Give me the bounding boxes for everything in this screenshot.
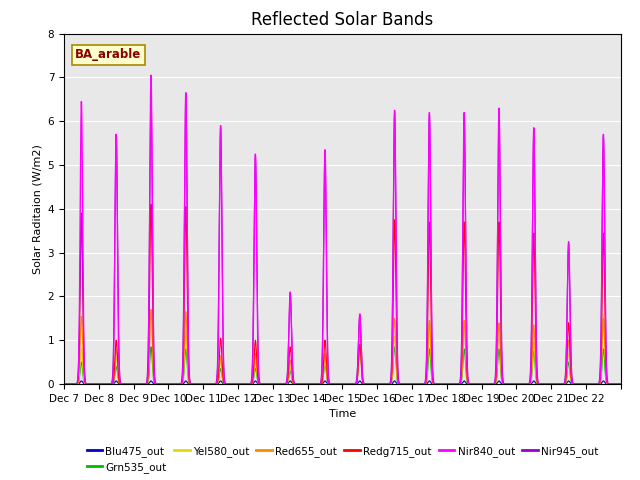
Yel580_out xyxy=(478,381,486,387)
Yel580_out xyxy=(546,381,554,387)
Yel580_out xyxy=(147,307,155,312)
Red655_out xyxy=(479,381,486,387)
Redg715_out xyxy=(60,381,68,387)
Blu475_out xyxy=(205,381,212,387)
Nir840_out xyxy=(617,381,625,387)
Blu475_out xyxy=(478,381,486,387)
Line: Yel580_out: Yel580_out xyxy=(64,310,621,384)
Blu475_out xyxy=(60,381,68,387)
Yel580_out xyxy=(60,381,68,387)
Nir840_out xyxy=(60,381,68,387)
Red655_out xyxy=(147,307,155,312)
Nir945_out xyxy=(60,381,68,387)
Redg715_out xyxy=(269,381,276,387)
Redg715_out xyxy=(617,381,625,387)
Nir945_out xyxy=(478,381,486,387)
Line: Nir945_out: Nir945_out xyxy=(64,93,621,384)
Red655_out xyxy=(310,381,318,387)
Blu475_out xyxy=(80,381,88,386)
Yel580_out xyxy=(310,381,317,387)
Nir840_out xyxy=(205,381,212,387)
Nir840_out xyxy=(546,381,554,387)
Grn535_out xyxy=(79,376,87,382)
Blu475_out xyxy=(77,378,85,384)
Yel580_out xyxy=(231,381,239,387)
Grn535_out xyxy=(60,381,68,387)
Line: Blu475_out: Blu475_out xyxy=(64,381,621,384)
Red655_out xyxy=(617,381,625,387)
Red655_out xyxy=(79,366,87,372)
Blu475_out xyxy=(617,381,625,387)
Nir945_out xyxy=(205,381,212,387)
Nir945_out xyxy=(147,90,155,96)
Redg715_out xyxy=(546,381,554,387)
Redg715_out xyxy=(310,381,318,387)
Grn535_out xyxy=(546,381,554,387)
Grn535_out xyxy=(147,344,155,349)
Grn535_out xyxy=(478,381,486,387)
Red655_out xyxy=(60,381,68,387)
Nir840_out xyxy=(79,318,87,324)
Text: BA_arable: BA_arable xyxy=(75,48,141,61)
Redg715_out xyxy=(147,202,155,207)
Nir945_out xyxy=(617,381,625,387)
Blu475_out xyxy=(231,381,239,387)
Y-axis label: Solar Raditaion (W/m2): Solar Raditaion (W/m2) xyxy=(32,144,42,274)
Red655_out xyxy=(205,381,212,387)
Blu475_out xyxy=(546,381,554,387)
Redg715_out xyxy=(79,343,87,348)
Nir840_out xyxy=(231,381,239,387)
Nir840_out xyxy=(310,381,317,387)
Nir945_out xyxy=(310,381,317,387)
Yel580_out xyxy=(617,381,625,387)
Nir945_out xyxy=(79,327,87,333)
Red655_out xyxy=(269,381,276,387)
Blu475_out xyxy=(310,381,317,387)
Line: Red655_out: Red655_out xyxy=(64,310,621,384)
Grn535_out xyxy=(310,381,317,387)
Grn535_out xyxy=(231,381,239,387)
Redg715_out xyxy=(231,381,239,387)
Redg715_out xyxy=(205,381,212,387)
Yel580_out xyxy=(79,373,87,379)
Legend: Blu475_out, Grn535_out, Yel580_out, Red655_out, Redg715_out, Nir840_out, Nir945_: Blu475_out, Grn535_out, Yel580_out, Red6… xyxy=(83,442,602,477)
Redg715_out xyxy=(479,381,486,387)
Title: Reflected Solar Bands: Reflected Solar Bands xyxy=(252,11,433,29)
Line: Grn535_out: Grn535_out xyxy=(64,347,621,384)
X-axis label: Time: Time xyxy=(329,409,356,419)
Grn535_out xyxy=(205,381,212,387)
Yel580_out xyxy=(205,381,212,387)
Nir945_out xyxy=(546,381,554,387)
Red655_out xyxy=(231,381,239,387)
Nir945_out xyxy=(231,381,239,387)
Line: Nir840_out: Nir840_out xyxy=(64,75,621,384)
Nir840_out xyxy=(147,72,155,78)
Red655_out xyxy=(546,381,554,387)
Nir840_out xyxy=(478,381,486,387)
Grn535_out xyxy=(617,381,625,387)
Line: Redg715_out: Redg715_out xyxy=(64,204,621,384)
